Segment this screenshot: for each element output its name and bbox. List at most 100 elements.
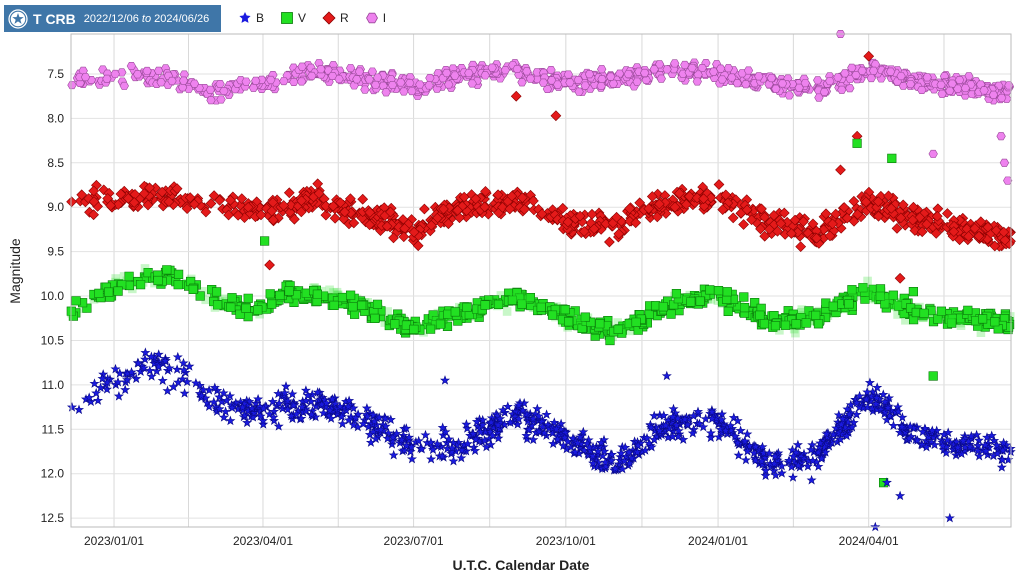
- data-point: [289, 77, 299, 87]
- data-point: [813, 319, 824, 329]
- data-point: [241, 77, 251, 86]
- data-point: [990, 317, 1000, 327]
- data-point: [296, 77, 307, 86]
- data-point: [132, 70, 143, 79]
- data-point: [162, 265, 172, 275]
- data-point: [713, 179, 725, 190]
- data-point: [462, 302, 472, 312]
- data-point: [738, 219, 749, 230]
- data-point: [552, 302, 561, 311]
- data-point: [188, 284, 198, 294]
- data-point: [619, 321, 629, 330]
- data-point: [685, 290, 695, 300]
- data-point: [464, 69, 474, 78]
- data-point: [110, 363, 121, 374]
- data-point: [329, 300, 339, 310]
- data-point: [450, 71, 460, 80]
- data-point: [424, 81, 434, 90]
- data-point: [766, 74, 777, 83]
- y-tick-label: 11.5: [42, 422, 65, 436]
- data-point: [387, 80, 398, 90]
- data-point: [119, 81, 129, 90]
- data-point: [893, 310, 902, 319]
- data-point: [92, 395, 104, 405]
- data-point: [241, 303, 251, 313]
- data-point: [844, 299, 854, 309]
- data-point: [954, 75, 965, 85]
- data-point: [996, 462, 1007, 472]
- data-point: [517, 78, 527, 87]
- data-point: [777, 79, 788, 88]
- aavso-logo-icon: [8, 8, 28, 29]
- data-point: [885, 67, 896, 76]
- data-point: [770, 321, 781, 331]
- legend-item-b[interactable]: B: [238, 11, 264, 25]
- data-point: [399, 87, 409, 96]
- data-point: [908, 201, 919, 213]
- data-point: [334, 75, 344, 84]
- data-point: [676, 293, 686, 302]
- y-tick-label: 9.0: [47, 200, 64, 214]
- data-point: [300, 385, 311, 395]
- x-tick-label: 2023/07/01: [384, 534, 444, 548]
- data-point: [480, 71, 490, 80]
- data-point: [1004, 81, 1014, 90]
- x-tick-label: 2024/01/01: [688, 534, 748, 548]
- data-point: [493, 299, 504, 309]
- data-point: [532, 403, 543, 414]
- data-point: [887, 153, 897, 163]
- data-point: [409, 324, 419, 334]
- data-point: [215, 79, 225, 89]
- data-point: [522, 67, 532, 76]
- data-point: [532, 68, 542, 77]
- data-point: [264, 259, 275, 271]
- data-point: [979, 86, 989, 95]
- data-point: [538, 78, 549, 87]
- data-point: [662, 65, 672, 74]
- data-point: [844, 291, 853, 300]
- data-point: [110, 69, 120, 78]
- data-point: [253, 305, 263, 315]
- data-point: [997, 93, 1007, 102]
- y-tick-label: 10.5: [41, 333, 65, 347]
- data-point: [66, 402, 78, 412]
- data-point: [743, 66, 754, 75]
- data-point: [661, 370, 672, 381]
- legend-item-v[interactable]: V: [280, 11, 306, 25]
- data-point: [771, 84, 781, 93]
- data-point: [512, 64, 522, 74]
- data-point: [508, 293, 518, 302]
- data-point: [840, 69, 850, 78]
- data-point: [442, 68, 452, 77]
- data-point: [722, 287, 732, 297]
- legend: B V R I: [238, 9, 402, 27]
- legend-item-i[interactable]: I: [365, 11, 386, 25]
- legend-item-r[interactable]: R: [322, 11, 349, 25]
- data-point: [658, 302, 668, 312]
- data-point: [370, 313, 380, 323]
- data-point: [807, 439, 818, 450]
- data-point: [73, 404, 85, 415]
- data-point: [226, 302, 236, 312]
- data-point: [945, 86, 955, 95]
- data-point: [113, 286, 123, 296]
- data-point: [426, 324, 436, 334]
- data-point: [977, 314, 988, 324]
- square-marker-icon: [281, 12, 293, 24]
- data-point: [742, 428, 753, 439]
- legend-label-i: I: [382, 11, 387, 25]
- y-tick-label: 12.5: [41, 511, 65, 525]
- data-point: [868, 66, 879, 75]
- data-point: [280, 381, 292, 391]
- data-point: [560, 305, 570, 315]
- data-point: [153, 66, 164, 75]
- data-point: [320, 209, 332, 221]
- y-axis-title: Magnitude: [7, 238, 23, 304]
- data-point: [142, 66, 152, 75]
- data-point: [439, 375, 451, 385]
- data-point: [574, 87, 584, 96]
- data-point: [792, 439, 803, 450]
- data-point: [243, 312, 253, 322]
- data-point: [167, 76, 177, 85]
